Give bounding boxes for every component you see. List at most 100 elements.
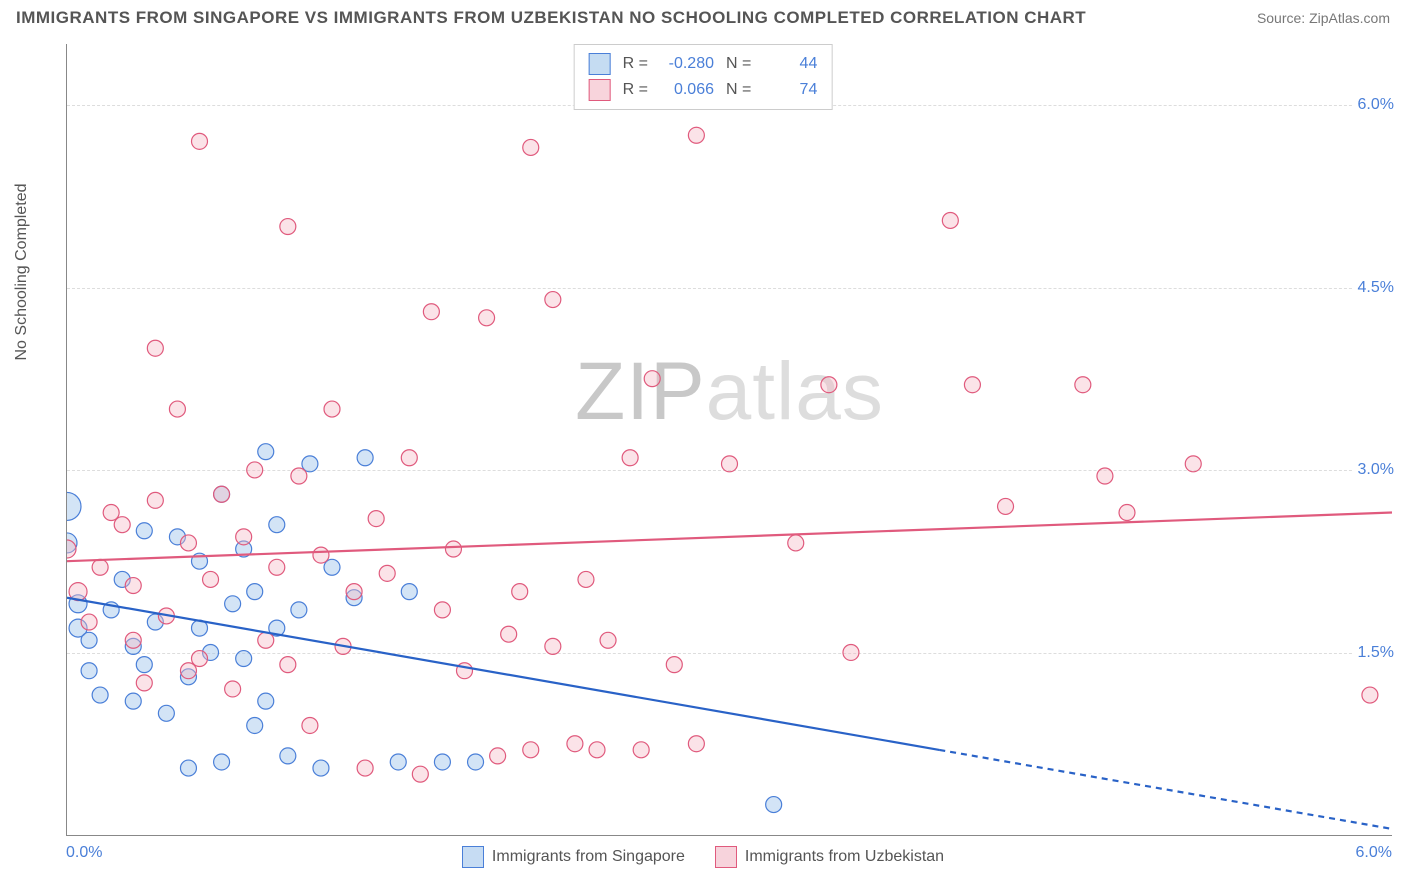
data-point: [368, 511, 384, 527]
scatter-svg: [67, 44, 1392, 835]
data-point: [214, 486, 230, 502]
data-point: [633, 742, 649, 758]
n-value: 74: [763, 81, 817, 99]
data-point: [688, 736, 704, 752]
data-point: [1097, 468, 1113, 484]
data-point: [136, 675, 152, 691]
data-point: [280, 657, 296, 673]
data-point: [225, 681, 241, 697]
data-point: [203, 571, 219, 587]
data-point: [291, 468, 307, 484]
stats-legend: R = -0.280 N = 44 R = 0.066 N = 74: [574, 44, 833, 110]
data-point: [247, 462, 263, 478]
data-point: [81, 663, 97, 679]
data-point: [192, 651, 208, 667]
data-point: [302, 717, 318, 733]
data-point: [1185, 456, 1201, 472]
data-point: [147, 492, 163, 508]
stats-legend-row: R = 0.066 N = 74: [589, 77, 818, 103]
data-point: [788, 535, 804, 551]
data-point: [1119, 505, 1135, 521]
series-legend: Immigrants from Singapore Immigrants from…: [0, 846, 1406, 868]
data-point: [490, 748, 506, 764]
data-point: [722, 456, 738, 472]
data-point: [169, 401, 185, 417]
n-label: N =: [726, 81, 751, 99]
data-point: [313, 760, 329, 776]
data-point: [67, 492, 81, 520]
r-value: -0.280: [660, 55, 714, 73]
data-point: [258, 444, 274, 460]
data-point: [390, 754, 406, 770]
data-point: [600, 632, 616, 648]
legend-label: Immigrants from Singapore: [492, 848, 685, 866]
data-point: [412, 766, 428, 782]
data-point: [545, 292, 561, 308]
data-point: [1075, 377, 1091, 393]
data-point: [346, 584, 362, 600]
data-point: [434, 602, 450, 618]
data-point: [247, 717, 263, 733]
data-point: [214, 754, 230, 770]
data-point: [1362, 687, 1378, 703]
data-point: [236, 651, 252, 667]
data-point: [434, 754, 450, 770]
data-point: [468, 754, 484, 770]
stats-legend-row: R = -0.280 N = 44: [589, 51, 818, 77]
data-point: [125, 632, 141, 648]
data-point: [423, 304, 439, 320]
legend-swatch: [715, 846, 737, 868]
n-value: 44: [763, 55, 817, 73]
data-point: [81, 614, 97, 630]
n-label: N =: [726, 55, 751, 73]
data-point: [180, 760, 196, 776]
data-point: [545, 638, 561, 654]
data-point: [357, 760, 373, 776]
data-point: [379, 565, 395, 581]
legend-swatch: [589, 53, 611, 75]
data-point: [644, 371, 660, 387]
data-point: [158, 705, 174, 721]
data-point: [479, 310, 495, 326]
data-point: [523, 139, 539, 155]
r-value: 0.066: [660, 81, 714, 99]
data-point: [225, 596, 241, 612]
legend-item: Immigrants from Uzbekistan: [715, 846, 944, 868]
data-point: [964, 377, 980, 393]
data-point: [136, 523, 152, 539]
data-point: [357, 450, 373, 466]
trend-line: [67, 598, 939, 750]
data-point: [501, 626, 517, 642]
trend-line: [67, 513, 1392, 562]
data-point: [567, 736, 583, 752]
data-point: [622, 450, 638, 466]
data-point: [258, 693, 274, 709]
data-point: [81, 632, 97, 648]
data-point: [688, 127, 704, 143]
data-point: [280, 219, 296, 235]
data-point: [666, 657, 682, 673]
data-point: [998, 498, 1014, 514]
data-point: [512, 584, 528, 600]
data-point: [92, 559, 108, 575]
data-point: [843, 644, 859, 660]
chart-title: IMMIGRANTS FROM SINGAPORE VS IMMIGRANTS …: [16, 8, 1086, 28]
data-point: [280, 748, 296, 764]
data-point: [236, 529, 252, 545]
data-point: [401, 584, 417, 600]
legend-item: Immigrants from Singapore: [462, 846, 685, 868]
data-point: [324, 401, 340, 417]
data-point: [313, 547, 329, 563]
data-point: [269, 559, 285, 575]
data-point: [821, 377, 837, 393]
data-point: [92, 687, 108, 703]
data-point: [147, 340, 163, 356]
legend-label: Immigrants from Uzbekistan: [745, 848, 944, 866]
y-axis-label: No Schooling Completed: [13, 184, 31, 361]
data-point: [578, 571, 594, 587]
data-point: [445, 541, 461, 557]
data-point: [114, 517, 130, 533]
r-label: R =: [623, 81, 648, 99]
r-label: R =: [623, 55, 648, 73]
data-point: [258, 632, 274, 648]
